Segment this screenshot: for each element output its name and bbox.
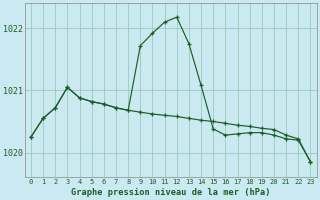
X-axis label: Graphe pression niveau de la mer (hPa): Graphe pression niveau de la mer (hPa) (71, 188, 270, 197)
